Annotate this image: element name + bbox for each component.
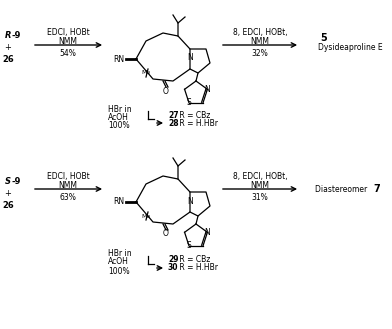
Text: S: S — [187, 241, 191, 250]
Text: S: S — [187, 98, 191, 107]
Text: AcOH: AcOH — [108, 258, 129, 266]
Text: 28: 28 — [168, 118, 179, 128]
Text: HBr in: HBr in — [108, 105, 132, 114]
Text: 32%: 32% — [252, 49, 269, 59]
Text: -9: -9 — [12, 176, 22, 186]
Text: 5: 5 — [320, 33, 327, 43]
Text: 100%: 100% — [108, 121, 130, 131]
Text: Dysideaproline E: Dysideaproline E — [318, 42, 383, 52]
Text: 27: 27 — [168, 111, 179, 119]
Text: RN: RN — [113, 55, 124, 63]
Text: N: N — [205, 85, 210, 94]
Text: NMM: NMM — [58, 181, 78, 190]
Text: Me: Me — [142, 214, 151, 218]
Text: 54%: 54% — [60, 49, 76, 59]
Text: R = H.HBr: R = H.HBr — [177, 264, 218, 272]
Text: NMM: NMM — [250, 37, 269, 45]
Text: AcOH: AcOH — [108, 113, 129, 121]
Text: EDCl, HOBt: EDCl, HOBt — [47, 172, 89, 182]
Text: 8, EDCl, HOBt,: 8, EDCl, HOBt, — [233, 29, 287, 38]
Text: RN: RN — [113, 197, 124, 207]
Text: 63%: 63% — [60, 193, 76, 203]
Text: NMM: NMM — [58, 37, 78, 45]
Text: R = CBz: R = CBz — [177, 111, 211, 119]
Text: Me: Me — [142, 70, 151, 75]
Text: N: N — [205, 228, 210, 237]
Text: 100%: 100% — [108, 266, 130, 275]
Text: R = H.HBr: R = H.HBr — [177, 118, 218, 128]
Text: +: + — [5, 189, 11, 197]
Text: 8, EDCl, HOBt,: 8, EDCl, HOBt, — [233, 172, 287, 182]
Text: 29: 29 — [168, 256, 178, 265]
Text: O: O — [163, 230, 169, 239]
Text: 31%: 31% — [252, 193, 269, 203]
Text: O: O — [163, 87, 169, 95]
Text: 26: 26 — [2, 200, 14, 210]
Text: N: N — [187, 54, 193, 63]
Text: S: S — [5, 176, 11, 186]
Text: EDCl, HOBt: EDCl, HOBt — [47, 29, 89, 38]
Text: 30: 30 — [168, 264, 178, 272]
Text: R: R — [5, 31, 11, 39]
Text: -9: -9 — [12, 31, 22, 39]
Text: R = CBz: R = CBz — [177, 256, 211, 265]
Text: N: N — [187, 196, 193, 206]
Text: 7: 7 — [373, 184, 380, 194]
Text: HBr in: HBr in — [108, 249, 132, 259]
Text: Diastereomer: Diastereomer — [315, 185, 370, 193]
Text: NMM: NMM — [250, 181, 269, 190]
Text: 26: 26 — [2, 55, 14, 63]
Text: +: + — [5, 42, 11, 52]
